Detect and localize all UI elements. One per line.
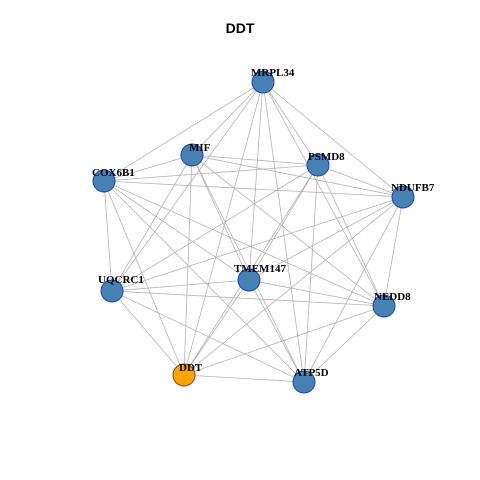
node-label-ndufb7: NDUFB7 (391, 182, 435, 194)
edge-mif-ndufb7 (191, 154, 404, 198)
edge-mrpl34-uqcrc1 (111, 81, 264, 292)
edge-ndufb7-atp5d (303, 196, 404, 383)
edge-psmd8-ndufb7 (317, 164, 404, 198)
edge-layer (103, 81, 404, 383)
node-circle-atp5d (292, 370, 316, 394)
node-label-mrpl34: MRPL34 (251, 67, 295, 79)
node-label-nedd8: NEDD8 (374, 291, 411, 303)
edge-tmem147-atp5d (248, 279, 305, 383)
edge-ndufb7-nedd8 (383, 196, 404, 307)
edge-uqcrc1-nedd8 (111, 290, 385, 307)
node-label-uqcrc1: UQCRC1 (98, 274, 144, 286)
node-circle-ddt (172, 363, 196, 387)
node-circle-mrpl34 (251, 70, 275, 94)
node-layer: MRPL34 MIF PSMD8 COX6B1 NDUFB7 TMEM147 UQCRC1 N… (92, 67, 435, 394)
edge-cox6b1-atp5d (103, 180, 305, 383)
node-cox6b1: COX6B1 (92, 167, 135, 193)
edge-mrpl34-ndufb7 (262, 81, 404, 198)
node-circle-nedd8 (372, 294, 396, 318)
edge-ndufb7-tmem147 (248, 196, 404, 281)
edge-psmd8-nedd8 (317, 164, 385, 307)
edge-uqcrc1-atp5d (111, 290, 305, 383)
edge-cox6b1-ddt (103, 180, 185, 376)
edge-mif-psmd8 (191, 154, 319, 166)
edge-tmem147-uqcrc1 (111, 279, 250, 292)
node-circle-uqcrc1 (100, 279, 124, 303)
edge-mrpl34-tmem147 (248, 81, 264, 281)
node-circle-tmem147 (237, 268, 261, 292)
node-label-psmd8: PSMD8 (308, 151, 345, 163)
edge-mif-uqcrc1 (111, 154, 193, 292)
edge-cox6b1-nedd8 (103, 180, 385, 307)
edge-nedd8-atp5d (303, 305, 385, 383)
edge-ndufb7-ddt (183, 196, 404, 376)
node-uqcrc1: UQCRC1 (98, 274, 144, 303)
node-psmd8: PSMD8 (306, 151, 345, 177)
edge-psmd8-uqcrc1 (111, 164, 319, 292)
edge-mif-atp5d (191, 154, 305, 383)
edge-mif-nedd8 (191, 154, 385, 307)
node-label-ddt: DDT (179, 362, 203, 374)
node-ddt: DDT (172, 362, 203, 387)
edge-tmem147-nedd8 (248, 279, 385, 307)
edge-cox6b1-tmem147 (103, 180, 250, 281)
edge-mrpl34-ddt (183, 81, 264, 376)
node-mif: MIF (180, 142, 211, 167)
edge-mrpl34-mif (191, 81, 264, 156)
node-tmem147: TMEM147 (234, 263, 286, 292)
edge-cox6b1-ndufb7 (103, 180, 404, 198)
edge-tmem147-ddt (183, 279, 250, 376)
edge-cox6b1-uqcrc1 (103, 180, 113, 292)
edge-ddt-atp5d (183, 374, 305, 383)
edge-mif-tmem147 (191, 154, 250, 281)
edge-uqcrc1-ddt (111, 290, 185, 376)
node-label-tmem147: TMEM147 (234, 263, 286, 275)
edge-mrpl34-psmd8 (262, 81, 319, 166)
edge-psmd8-tmem147 (248, 164, 319, 281)
edge-mif-cox6b1 (103, 154, 193, 182)
edge-mrpl34-cox6b1 (103, 81, 264, 182)
edge-psmd8-cox6b1 (103, 164, 319, 182)
node-label-atp5d: ATP5D (294, 367, 329, 379)
node-circle-psmd8 (306, 153, 330, 177)
edge-nedd8-ddt (183, 305, 385, 376)
node-circle-mif (180, 143, 204, 167)
node-label-cox6b1: COX6B1 (92, 167, 135, 179)
node-mrpl34: MRPL34 (251, 67, 295, 94)
node-circle-ndufb7 (391, 185, 415, 209)
node-nedd8: NEDD8 (372, 291, 411, 318)
node-label-mif: MIF (189, 142, 211, 154)
edge-mrpl34-atp5d (262, 81, 305, 383)
edge-mrpl34-nedd8 (262, 81, 385, 307)
node-atp5d: ATP5D (292, 367, 329, 394)
edge-ndufb7-uqcrc1 (111, 196, 404, 292)
node-circle-cox6b1 (92, 169, 116, 193)
diagram-title: DDT (225, 20, 255, 36)
node-ndufb7: NDUFB7 (391, 182, 435, 209)
